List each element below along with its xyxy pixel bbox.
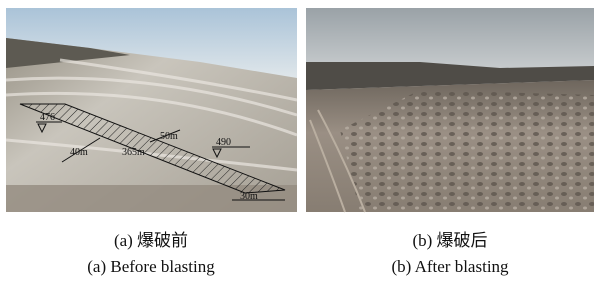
caption-en: (b) After blasting — [391, 257, 509, 276]
caption-en: (a) Before blasting — [87, 257, 215, 276]
annotation: 40m — [70, 147, 88, 158]
annotation: 30m — [240, 191, 258, 202]
photo-after — [306, 8, 594, 212]
figure: 476 40m 365m 50m 490 30m (a) 爆破前 (a) Bef… — [0, 0, 596, 282]
annotation: 476 — [40, 112, 55, 123]
caption-cn: (a) 爆破前 — [114, 231, 188, 250]
caption-cn: (b) 爆破后 — [412, 231, 487, 250]
annotation: 365m — [122, 147, 145, 158]
photo-before: 476 40m 365m 50m 490 30m — [6, 8, 297, 212]
annotation: 490 — [216, 137, 231, 148]
annotation: 50m — [160, 131, 178, 142]
